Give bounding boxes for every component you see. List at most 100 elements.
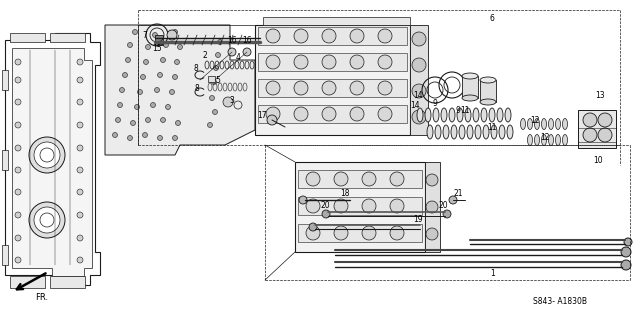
Text: 9: 9 [433,99,437,108]
Circle shape [77,167,83,173]
Ellipse shape [433,108,439,122]
Circle shape [216,52,221,58]
Circle shape [120,87,125,92]
Circle shape [15,212,21,218]
Text: 20: 20 [320,202,330,211]
Circle shape [322,29,336,43]
Ellipse shape [457,108,463,122]
Bar [258,53,407,71]
Circle shape [125,58,131,62]
Circle shape [266,81,280,95]
Circle shape [143,132,147,138]
Circle shape [334,199,348,213]
Circle shape [334,172,348,186]
Bar [410,25,428,135]
Circle shape [412,110,426,124]
Circle shape [145,117,150,123]
Circle shape [34,207,60,233]
Ellipse shape [481,108,487,122]
Text: 11: 11 [460,106,470,115]
Circle shape [299,196,307,204]
Circle shape [621,247,631,257]
Circle shape [175,121,180,125]
Ellipse shape [427,125,433,139]
Bar [258,105,407,123]
Ellipse shape [541,118,547,130]
Ellipse shape [467,125,473,139]
Circle shape [426,228,438,240]
Circle shape [583,128,597,142]
Text: 1: 1 [491,268,495,277]
Circle shape [378,107,392,121]
Bar [480,80,496,102]
Circle shape [309,223,317,231]
Circle shape [322,210,330,218]
Bar [50,33,85,42]
Ellipse shape [475,125,481,139]
Bar [298,170,422,188]
Circle shape [143,60,148,65]
Circle shape [166,105,170,109]
Bar [50,276,85,288]
Circle shape [132,29,138,35]
Circle shape [15,145,21,151]
Ellipse shape [441,108,447,122]
Circle shape [77,257,83,263]
Bar [258,79,407,97]
Text: 18: 18 [340,189,349,198]
Bar [298,224,422,242]
Circle shape [113,132,118,138]
Text: 16: 16 [242,36,252,44]
Circle shape [177,44,182,50]
Ellipse shape [465,108,471,122]
Circle shape [152,33,157,37]
Text: S843- A1830B: S843- A1830B [533,298,587,307]
Bar [208,76,215,82]
Ellipse shape [443,125,449,139]
Ellipse shape [505,108,511,122]
Ellipse shape [449,108,455,122]
Circle shape [29,137,65,173]
Bar [2,150,8,170]
Text: 21: 21 [453,189,463,198]
Bar [10,276,45,288]
Circle shape [378,55,392,69]
Bar [255,25,410,135]
Ellipse shape [548,118,554,130]
Circle shape [214,66,218,70]
Circle shape [624,238,632,246]
Circle shape [209,95,214,100]
Circle shape [157,73,163,77]
Bar [425,162,440,252]
Circle shape [207,123,212,127]
Circle shape [77,145,83,151]
Polygon shape [12,48,92,276]
Text: 7: 7 [143,30,147,39]
Circle shape [170,90,175,94]
Ellipse shape [451,125,457,139]
Ellipse shape [563,118,568,130]
Circle shape [15,235,21,241]
Circle shape [443,210,451,218]
Circle shape [350,55,364,69]
Circle shape [390,172,404,186]
Circle shape [378,81,392,95]
Circle shape [212,109,218,115]
Circle shape [122,73,127,77]
Text: 13: 13 [595,91,605,100]
Circle shape [223,97,233,107]
Circle shape [127,43,132,47]
Ellipse shape [462,95,478,101]
Text: 14: 14 [410,100,420,109]
Circle shape [15,122,21,128]
Circle shape [134,105,140,109]
Circle shape [412,84,426,98]
Circle shape [115,117,120,123]
Circle shape [583,113,597,127]
Circle shape [228,48,236,56]
Circle shape [15,77,21,83]
Bar [462,76,478,98]
Text: 3: 3 [230,95,234,105]
Circle shape [322,81,336,95]
Circle shape [266,55,280,69]
